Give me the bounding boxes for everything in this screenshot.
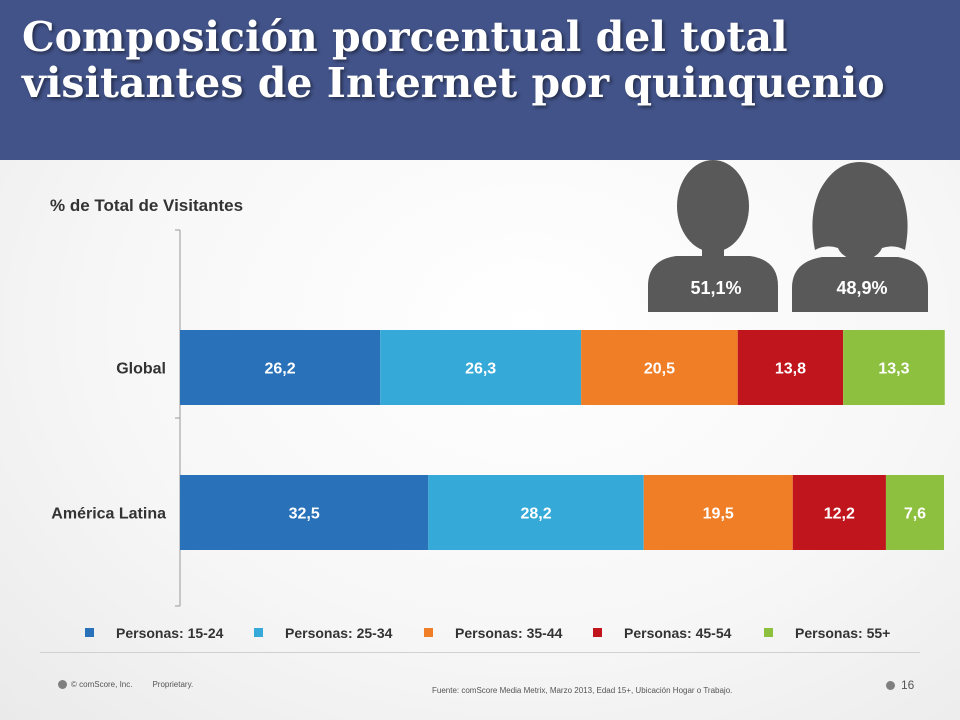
- bullet-dot-icon: [58, 680, 67, 689]
- legend-label: Personas: 55+: [795, 625, 890, 641]
- bar-1-1: [428, 475, 644, 550]
- bar-0-0: [180, 330, 381, 405]
- bar-1-4: [885, 475, 944, 550]
- category-label: Global: [116, 361, 166, 378]
- legend-item: Personas: 25-34: [254, 625, 393, 641]
- footer-copyright: © comScore, Inc. Proprietary.: [58, 680, 193, 689]
- legend-swatch: [85, 628, 94, 637]
- legend-item: Personas: 35-44: [424, 625, 563, 641]
- legend-label: Personas: 15-24: [116, 625, 224, 641]
- stacked-bar-chart: 51,1% 48,9% 26,2 26,3 20,5 13,8 13,3 32,5 28,2…: [51, 160, 945, 641]
- data-label: 19,5: [703, 506, 734, 523]
- female-percentage: 48,9%: [836, 278, 887, 298]
- axis-title: % de Total de Visitantes: [50, 196, 244, 215]
- page-number-area: 16: [886, 678, 914, 692]
- legend-swatch: [424, 628, 433, 637]
- female-icon: 48,9%: [792, 162, 928, 312]
- data-label: 13,3: [878, 361, 909, 378]
- title-band: Composición porcentual del total visitan…: [0, 0, 960, 160]
- page-number: 16: [901, 678, 915, 692]
- bar-0-2: [581, 330, 738, 405]
- data-label: 26,2: [265, 361, 296, 378]
- legend-swatch: [764, 628, 773, 637]
- legend-swatch: [593, 628, 602, 637]
- bar-1-0: [180, 475, 429, 550]
- data-label: 20,5: [644, 361, 675, 378]
- male-percentage: 51,1%: [690, 278, 741, 298]
- data-label: 12,2: [824, 506, 855, 523]
- legend-item: Personas: 15-24: [85, 625, 224, 641]
- legend-label: Personas: 35-44: [455, 625, 563, 641]
- legend-label: Personas: 25-34: [285, 625, 393, 641]
- male-icon: 51,1%: [648, 160, 778, 312]
- legend-swatch: [254, 628, 263, 637]
- footer-divider: [40, 652, 920, 653]
- slide-title: Composición porcentual del total visitan…: [22, 13, 885, 107]
- data-label: 7,6: [904, 506, 926, 523]
- data-label: 26,3: [465, 361, 496, 378]
- bar-1-3: [792, 475, 886, 550]
- source-note: Fuente: comScore Media Metrix, Marzo 201…: [432, 686, 733, 695]
- proprietary-text: Proprietary.: [152, 680, 194, 689]
- legend-item: Personas: 45-54: [593, 625, 732, 641]
- bar-0-4: [843, 330, 945, 405]
- gender-icons: 51,1% 48,9%: [648, 160, 928, 312]
- bar-1-2: [643, 475, 793, 550]
- bullet-dot-icon: [886, 680, 895, 690]
- copyright-text: © comScore, Inc.: [71, 680, 133, 689]
- data-label: 32,5: [289, 506, 320, 523]
- category-label: América Latina: [51, 506, 166, 523]
- category-labels: Global América Latina: [51, 361, 166, 523]
- data-label: 13,8: [775, 361, 806, 378]
- legend-label: Personas: 45-54: [624, 625, 732, 641]
- bar-0-1: [380, 330, 582, 405]
- legend-item: Personas: 55+: [764, 625, 890, 641]
- legend: Personas: 15-24 Personas: 25-34 Personas: …: [85, 625, 890, 641]
- bars: 26,2 26,3 20,5 13,8 13,3 32,5 28,2 19,5 12,2 7,6: [180, 330, 945, 550]
- bar-0-3: [737, 330, 844, 405]
- data-label: 28,2: [520, 506, 551, 523]
